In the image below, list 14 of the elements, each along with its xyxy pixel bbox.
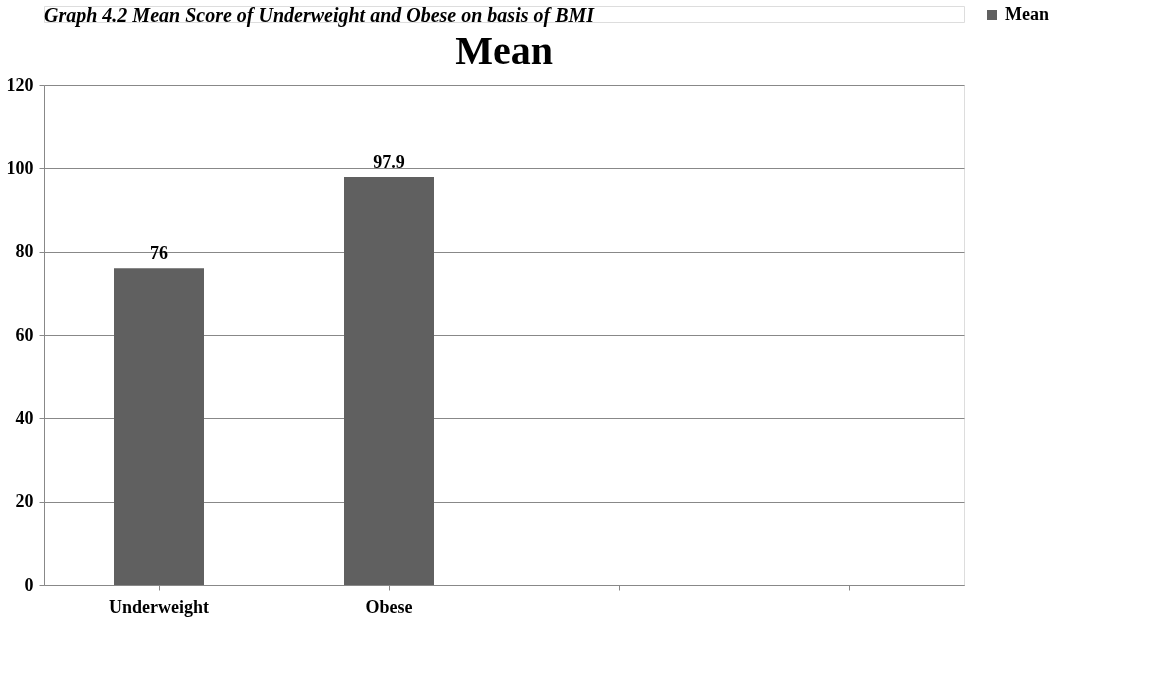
y-tick-label: 20 xyxy=(15,491,34,512)
x-tick-label: Underweight xyxy=(109,596,209,617)
y-tick-label: 100 xyxy=(6,157,34,178)
y-tick-label: 120 xyxy=(6,74,34,95)
y-tick-label: 80 xyxy=(15,241,34,262)
chart-title: Mean xyxy=(455,28,553,73)
caption: Graph 4.2 Mean Score of Underweight and Obese on basis of BMI xyxy=(44,4,596,27)
legend-label: Mean xyxy=(1005,4,1049,24)
data-label: 97.9 xyxy=(373,152,405,173)
y-tick-label: 60 xyxy=(15,324,34,345)
y-tick-label: 40 xyxy=(15,407,34,428)
data-label: 76 xyxy=(150,243,168,264)
x-tick-label: Obese xyxy=(365,596,413,617)
y-tick-label: 0 xyxy=(24,574,34,595)
